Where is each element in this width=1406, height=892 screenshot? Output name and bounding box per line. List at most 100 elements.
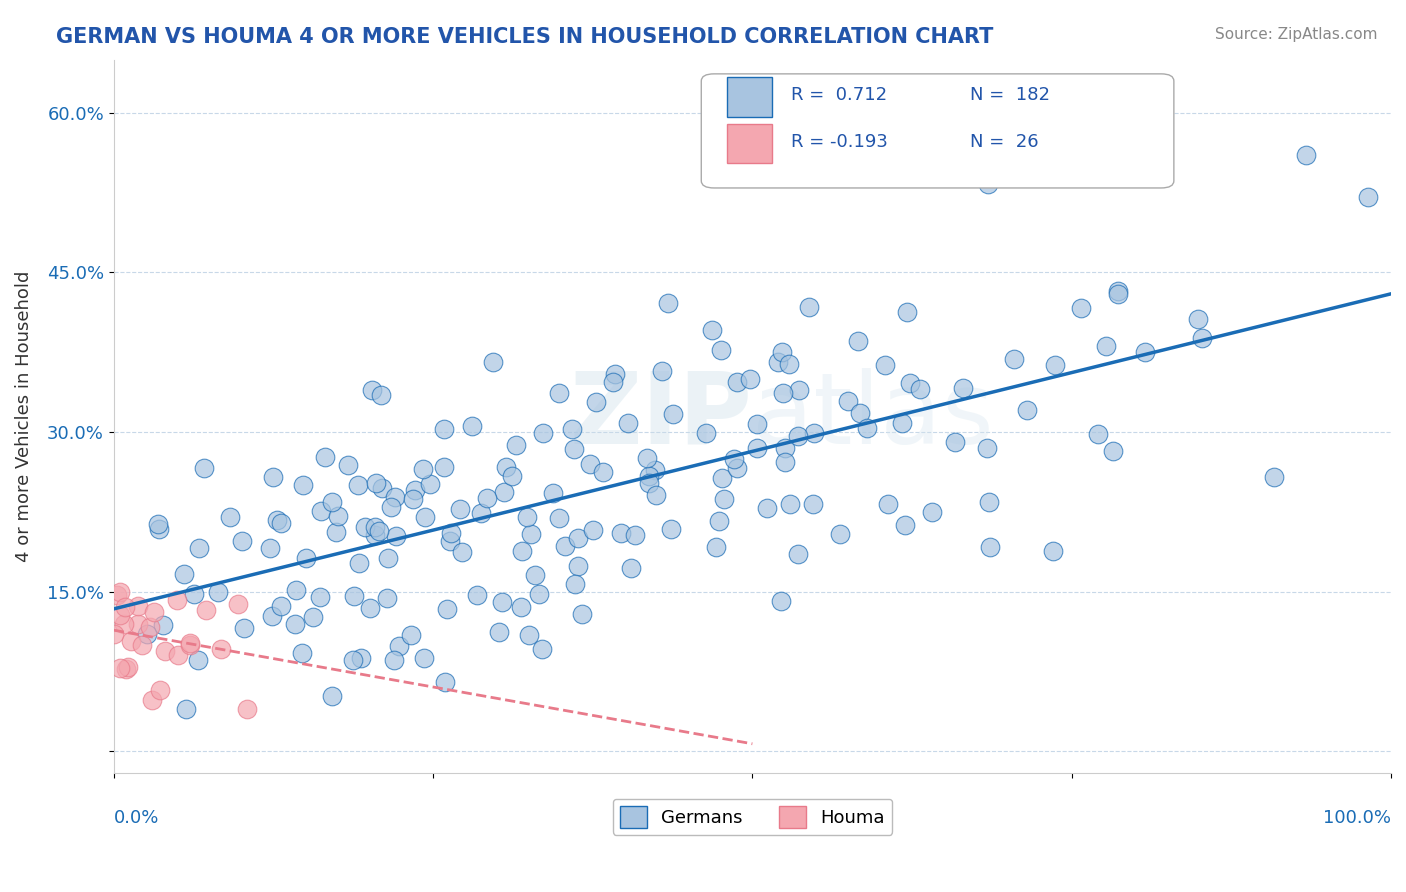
Point (166, 593, 188, 607)
Point (364, 520, 387, 534)
Point (747, 441, 769, 455)
Point (166, 648, 188, 662)
Point (495, 460, 517, 475)
Point (725, 376, 748, 390)
Point (738, 372, 761, 386)
Point (439, 533, 461, 548)
Point (567, 531, 589, 545)
Point (778, 357, 800, 371)
Point (488, 625, 510, 640)
Point (952, 381, 974, 395)
Point (1087, 426, 1109, 441)
Point (779, 497, 801, 511)
Point (380, 500, 402, 515)
Point (494, 484, 516, 499)
Point (337, 458, 360, 473)
Point (617, 416, 640, 430)
Point (141, 693, 163, 707)
Point (541, 486, 564, 500)
Point (548, 511, 571, 525)
Point (896, 305, 918, 319)
FancyBboxPatch shape (702, 74, 1174, 188)
Point (571, 607, 593, 621)
Point (592, 465, 614, 479)
Point (367, 524, 389, 539)
Point (350, 651, 373, 665)
Point (657, 296, 679, 310)
Point (321, 494, 343, 508)
Point (439, 525, 461, 540)
Point (179, 638, 201, 652)
Point (505, 438, 527, 452)
Point (602, 375, 624, 389)
Point (436, 602, 458, 616)
Point (567, 559, 589, 574)
Point (363, 528, 385, 542)
Legend: Germans, Houma: Germans, Houma (613, 798, 893, 835)
Point (401, 628, 423, 642)
Point (231, 534, 253, 549)
Point (291, 478, 314, 492)
Point (510, 600, 533, 615)
Point (195, 602, 218, 616)
Point (979, 540, 1001, 554)
Point (433, 460, 456, 475)
Point (1070, 301, 1092, 316)
Point (1107, 284, 1129, 298)
Point (1101, 443, 1123, 458)
Point (236, 702, 259, 716)
Point (770, 593, 793, 607)
Point (554, 540, 576, 554)
Point (704, 540, 727, 554)
Point (451, 545, 474, 559)
Point (114, 600, 136, 615)
Point (620, 561, 643, 575)
Point (610, 525, 633, 540)
Point (434, 675, 457, 690)
Point (475, 491, 498, 505)
Point (413, 510, 436, 524)
Point (187, 653, 209, 667)
Point (979, 495, 1001, 509)
Point (772, 385, 794, 400)
Text: 0.0%: 0.0% (114, 809, 159, 827)
Point (432, 422, 454, 436)
Point (183, 587, 205, 601)
Point (139, 620, 162, 634)
Point (179, 636, 201, 650)
Point (114, 662, 136, 676)
Point (209, 642, 232, 657)
Point (637, 476, 659, 491)
Point (377, 550, 399, 565)
Text: N =  182: N = 182 (970, 87, 1049, 104)
Point (562, 442, 585, 457)
Point (460, 418, 482, 433)
Point (710, 343, 733, 357)
Point (976, 177, 998, 191)
Point (360, 383, 382, 397)
Point (645, 488, 668, 502)
Point (270, 516, 292, 531)
Point (233, 621, 256, 635)
Point (321, 689, 343, 703)
Point (136, 627, 159, 641)
Point (787, 383, 810, 397)
Point (548, 385, 571, 400)
Point (1043, 359, 1066, 373)
Point (388, 639, 411, 653)
Text: Source: ZipAtlas.com: Source: ZipAtlas.com (1215, 27, 1378, 42)
Point (266, 513, 288, 527)
Y-axis label: 4 or more Vehicles in Household: 4 or more Vehicles in Household (15, 270, 32, 562)
Point (700, 323, 723, 337)
Point (830, 526, 852, 541)
Point (105, 588, 128, 602)
Point (1187, 311, 1209, 326)
Point (342, 653, 364, 667)
Point (579, 457, 602, 471)
Point (193, 461, 215, 475)
Point (112, 616, 135, 631)
Point (585, 394, 607, 409)
Text: atlas: atlas (752, 368, 994, 465)
Point (412, 461, 434, 475)
Point (219, 509, 242, 524)
